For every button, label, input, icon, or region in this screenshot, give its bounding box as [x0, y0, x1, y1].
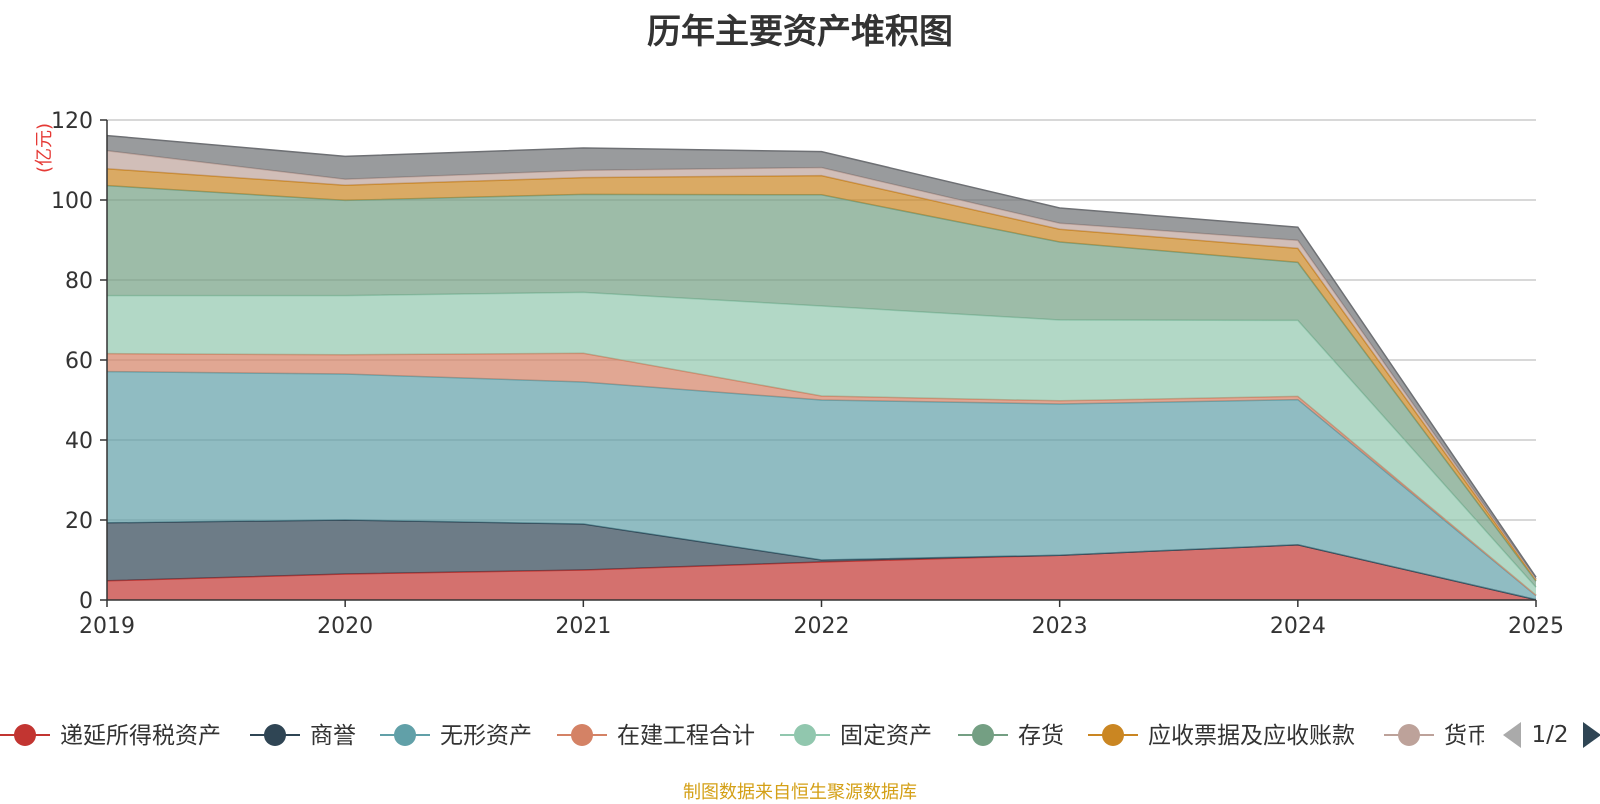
axes: 0 20 40 60 80 100 120 2019 2020 2021 2022 2023 2024 2… — [51, 109, 1564, 639]
legend-label: 货币 — [1444, 723, 1490, 749]
legend-item[interactable]: 应收票据及应收账款 — [1088, 723, 1355, 749]
x-tick-label: 2022 — [794, 614, 850, 639]
legend-label: 无形资产 — [440, 723, 532, 749]
legend-label: 商誉 — [310, 723, 356, 749]
x-tick-label: 2020 — [317, 614, 373, 639]
x-tick-label: 2024 — [1270, 614, 1326, 639]
y-tick-label: 0 — [79, 589, 93, 614]
y-tick-label: 100 — [51, 189, 93, 214]
legend-item[interactable]: 存货 — [958, 723, 1064, 749]
x-tick-label: 2019 — [79, 614, 135, 639]
legend-circle-marker — [14, 724, 36, 746]
chart-title: 历年主要资产堆积图 — [647, 12, 953, 52]
area-存货 — [107, 185, 1536, 588]
x-tick-label: 2025 — [1508, 614, 1564, 639]
stacked-areas — [106, 134, 1537, 601]
legend-label: 存货 — [1018, 723, 1064, 749]
legend-item[interactable]: 货币 — [1384, 723, 1490, 749]
y-tick-label: 60 — [65, 349, 93, 374]
area-商誉 — [107, 520, 1536, 600]
legend-label: 在建工程合计 — [617, 723, 755, 749]
y-tick-label: 40 — [65, 429, 93, 454]
legend-circle-marker — [1398, 724, 1420, 746]
legend-circle-marker — [972, 724, 994, 746]
legend-page-indicator: 1/2 — [1531, 722, 1568, 748]
legend-label: 应收票据及应收账款 — [1148, 723, 1355, 749]
legend-circle-marker — [394, 724, 416, 746]
x-tick-label: 2023 — [1032, 614, 1088, 639]
legend[interactable]: 递延所得税资产 商誉 无形资产 在建工程合计 固定资产 存货 应收票据及应收账款 货币 — [0, 723, 1490, 749]
legend-item[interactable]: 在建工程合计 — [557, 723, 755, 749]
legend-label: 递延所得税资产 — [60, 723, 221, 749]
legend-circle-marker — [794, 724, 816, 746]
area-无形资产 — [107, 371, 1536, 600]
area-固定资产 — [107, 292, 1536, 596]
legend-item[interactable]: 递延所得税资产 — [0, 723, 221, 749]
legend-item[interactable]: 无形资产 — [380, 723, 532, 749]
legend-item[interactable]: 商誉 — [250, 723, 356, 749]
legend-circle-marker — [264, 724, 286, 746]
legend-circle-marker — [1102, 724, 1124, 746]
legend-label: 固定资产 — [840, 723, 932, 749]
data-source-note: 制图数据来自恒生聚源数据库 — [683, 782, 917, 803]
y-tick-label: 80 — [65, 269, 93, 294]
area-递延所得税资产 — [107, 544, 1536, 600]
legend-circle-marker — [571, 724, 593, 746]
y-axis-unit-label: (亿元) — [34, 123, 55, 173]
legend-item[interactable]: 固定资产 — [780, 723, 932, 749]
legend-prev-arrow-icon[interactable] — [1503, 722, 1521, 748]
y-tick-label: 20 — [65, 509, 93, 534]
legend-next-arrow-icon[interactable] — [1583, 722, 1600, 748]
legend-pager: 1/2 — [1503, 722, 1600, 748]
y-tick-label: 120 — [51, 109, 93, 134]
x-tick-label: 2021 — [555, 614, 611, 639]
series-line-其他 — [106, 134, 1537, 578]
